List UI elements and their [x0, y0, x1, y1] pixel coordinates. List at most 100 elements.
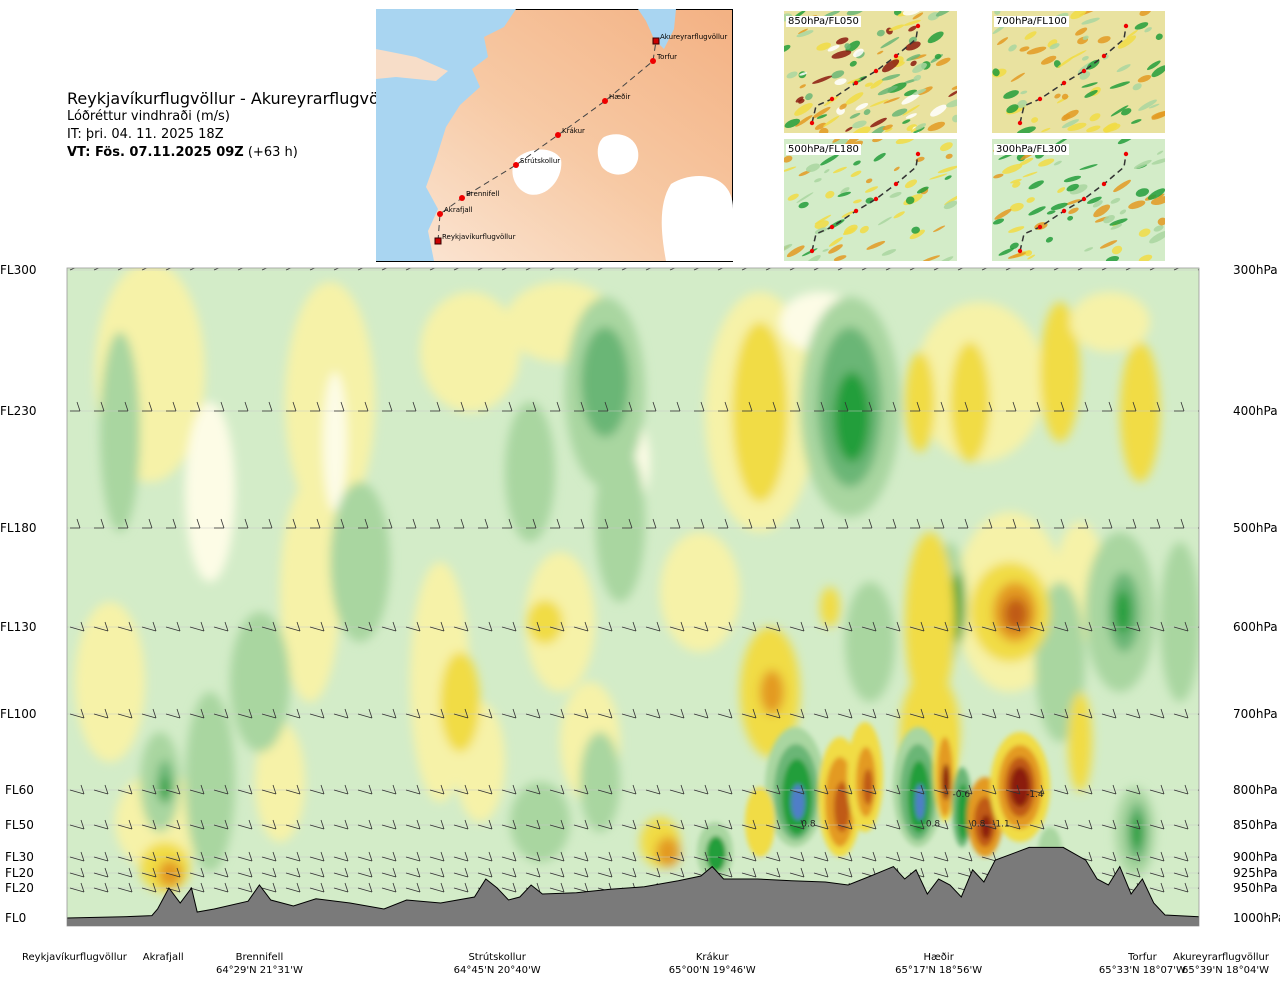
wind-barb-flag [512, 784, 517, 795]
wind-barb-flag [296, 784, 301, 795]
wind-barb-flag [440, 784, 445, 795]
wind-barb [453, 626, 469, 632]
wind-barb [981, 824, 997, 830]
wind-barb [69, 856, 85, 862]
wind-barb [93, 268, 100, 271]
wind-barb-flag [580, 401, 585, 412]
wind-barb-flag [748, 401, 753, 412]
wind-barb-flag [1205, 519, 1208, 528]
wind-barb [501, 872, 517, 878]
wind-barb-flag [464, 621, 469, 632]
wind-barb [477, 824, 493, 830]
wind-barb [573, 713, 589, 719]
wind-barb-flag [364, 518, 369, 529]
wind-barb [693, 856, 709, 862]
pressure-tick: 800hPa [1233, 783, 1278, 797]
wind-barb-flag [536, 621, 541, 632]
wind-barb [573, 268, 580, 271]
wind-barb-flag [273, 262, 276, 264]
wind-barb-flag [772, 518, 777, 529]
wind-barb [1173, 887, 1189, 893]
pressure-tick: 500hPa [1233, 521, 1278, 535]
wind-barb [405, 789, 421, 795]
wind-barb-flag [604, 518, 609, 529]
wind-barb [381, 872, 397, 878]
wind-barb [213, 268, 220, 271]
wind-barb-flag [224, 882, 229, 893]
wind-barb-flag [296, 819, 301, 830]
wind-barb [309, 789, 325, 795]
wind-barb-flag [584, 851, 589, 862]
wind-barb-flag [80, 784, 85, 795]
wind-barb [669, 856, 685, 862]
wind-barb [309, 268, 316, 271]
wind-barb [669, 824, 685, 830]
wind-barb [621, 713, 637, 719]
wind-barb [861, 824, 877, 830]
wind-barb [861, 856, 877, 862]
wind-barb [261, 856, 277, 862]
wind-barb-flag [844, 401, 849, 412]
station-name: Akrafjall [143, 952, 184, 963]
wind-barb [1125, 789, 1141, 795]
wind-barb [261, 626, 277, 632]
wind-barb-flag [700, 401, 705, 412]
wind-barb-flag [536, 784, 541, 795]
wind-barb [213, 824, 229, 830]
wind-barb [741, 713, 757, 719]
wind-barb [693, 824, 709, 830]
wind-barb [717, 789, 733, 795]
wind-barb [885, 856, 901, 862]
wind-barb [909, 824, 925, 830]
wind-barb-flag [1209, 883, 1212, 892]
flight-level-tick: FL50 [5, 818, 34, 832]
wind-barb-flag [820, 401, 825, 412]
wind-barb [1077, 824, 1093, 830]
wind-barb [1197, 626, 1199, 628]
pressure-tick: 900hPa [1233, 850, 1278, 864]
wind-barb [813, 824, 829, 830]
wind-barb [765, 856, 781, 862]
wind-barb [645, 713, 661, 719]
wind-barb [405, 626, 421, 632]
wind-barb-flag [76, 401, 81, 412]
wind-barb-flag [824, 708, 829, 719]
wind-barb [477, 713, 493, 719]
wind-barb-flag [800, 867, 805, 878]
wind-barb-flag [680, 851, 685, 862]
wind-barb-flag [368, 867, 373, 878]
level-map-thumbnail: 300hPa/FL300 [992, 139, 1165, 261]
wind-barb-flag [1184, 784, 1189, 795]
wind-barb-flag [416, 867, 421, 878]
wind-barb-flag [872, 819, 877, 830]
wind-barb-flag [776, 867, 781, 878]
waypoint-label: Brennifell [466, 190, 499, 198]
wind-barb-flag [561, 262, 564, 264]
wind-barb [621, 268, 628, 271]
level-map-label: 850hPa/FL050 [786, 16, 861, 27]
wind-barb-flag [465, 262, 468, 264]
wind-barb-flag [392, 851, 397, 862]
valid-time: VT: Fös. 07.11.2025 09Z [67, 145, 244, 160]
wind-barb-flag [896, 621, 901, 632]
wind-barb [1053, 268, 1060, 271]
wind-barb-flag [340, 518, 345, 529]
wind-barb [693, 268, 700, 271]
wind-barb-flag [1185, 262, 1188, 264]
wind-barb [765, 824, 781, 830]
wind-barb-flag [464, 819, 469, 830]
wind-barb [1197, 789, 1199, 791]
wind-barb-flag [1160, 708, 1165, 719]
wind-barb-flag [776, 851, 781, 862]
wind-barb [141, 824, 157, 830]
wind-barb [765, 626, 781, 632]
wind-barb [981, 268, 988, 271]
wind-barb [861, 268, 868, 271]
wind-barb [885, 789, 901, 795]
wind-barb-flag [1180, 518, 1185, 529]
wind-barb-flag [80, 819, 85, 830]
wind-barb [237, 713, 253, 719]
wind-barb [429, 713, 445, 719]
wind-barb-flag [608, 708, 613, 719]
wind-barb [765, 268, 772, 271]
